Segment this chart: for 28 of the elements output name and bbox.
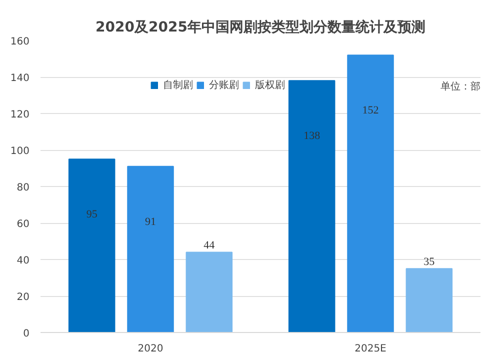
legend-label: 自制剧 bbox=[163, 78, 193, 92]
annotation: 单位：部 bbox=[440, 80, 480, 92]
chart-title: 2020及2025年中国网剧按类型划分数量统计及预测 bbox=[96, 18, 426, 36]
x-tick-label: 2020 bbox=[138, 344, 164, 354]
data-label: 95 bbox=[86, 208, 98, 221]
bar bbox=[347, 54, 394, 332]
y-tick-label: 60 bbox=[16, 219, 30, 230]
y-tick-label: 40 bbox=[16, 256, 30, 266]
legend-label: 版权剧 bbox=[255, 78, 285, 92]
x-tick-label: 2025E bbox=[354, 344, 386, 354]
data-label: 91 bbox=[145, 216, 156, 228]
y-tick-label: 120 bbox=[10, 110, 30, 120]
data-label: 152 bbox=[362, 104, 379, 116]
bar bbox=[186, 252, 233, 332]
y-tick-label: 100 bbox=[10, 146, 30, 157]
y-tick-label: 20 bbox=[16, 292, 30, 303]
data-label: 35 bbox=[424, 256, 436, 268]
bar bbox=[406, 268, 453, 332]
bar bbox=[127, 166, 174, 332]
y-tick-label: 0 bbox=[23, 328, 30, 340]
bar bbox=[288, 80, 336, 332]
data-label: 138 bbox=[304, 130, 321, 142]
legend-label: 分账剧 bbox=[209, 78, 239, 92]
bar bbox=[68, 158, 116, 332]
data-label: 44 bbox=[204, 240, 216, 252]
y-tick-label: 160 bbox=[10, 36, 30, 48]
y-tick-label: 80 bbox=[16, 182, 30, 194]
y-tick-label: 140 bbox=[10, 73, 30, 84]
